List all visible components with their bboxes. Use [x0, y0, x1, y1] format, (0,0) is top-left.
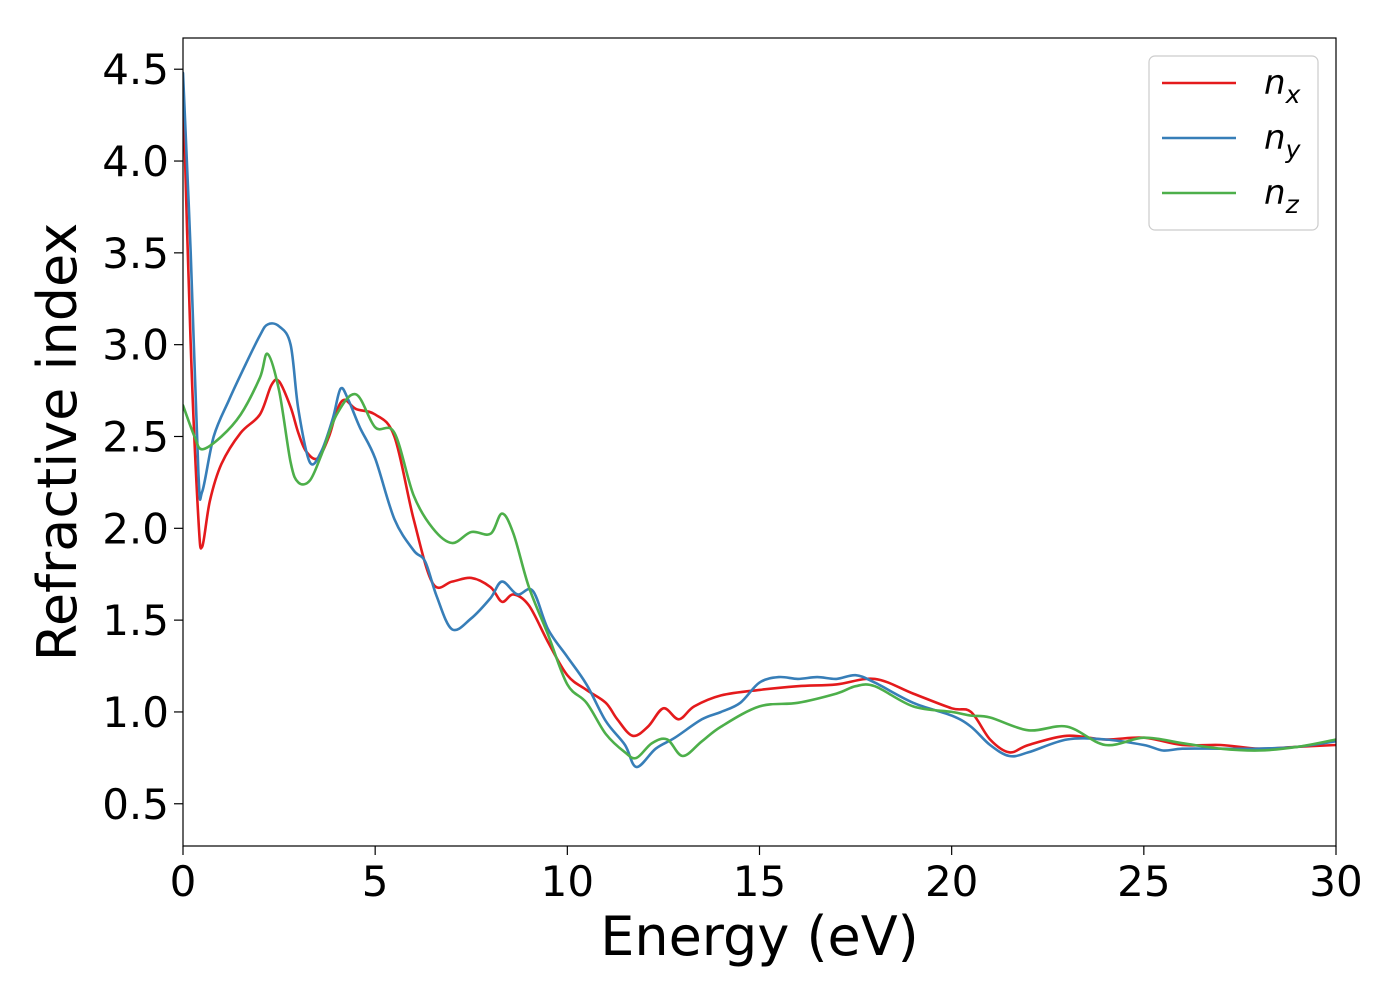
x-tick-label: 15 [733, 857, 786, 906]
legend-label-x: nx [1264, 63, 1301, 109]
y-tick-label: 2.0 [102, 504, 169, 553]
x-axis: 0 5 10 15 20 25 30 [170, 846, 1363, 906]
y-tick-label: 3.0 [102, 321, 169, 370]
x-tick-label: 5 [362, 857, 389, 906]
legend: nx ny nz [1148, 55, 1319, 231]
legend-box [1148, 55, 1319, 231]
plot-area [183, 38, 1336, 846]
y-tick-label: 4.5 [102, 45, 169, 94]
legend-label-z: nz [1264, 173, 1300, 219]
series-line-z [183, 352, 1336, 760]
y-tick-label: 1.0 [102, 688, 169, 737]
x-axis-title: Energy (eV) [600, 905, 919, 968]
x-tick-label: 25 [1117, 857, 1170, 906]
y-tick-label: 3.5 [102, 229, 169, 278]
y-tick-label: 1.5 [102, 596, 169, 645]
series-line-x [183, 86, 1336, 754]
series-layer [183, 71, 1336, 769]
y-axis: 0.5 1.0 1.5 2.0 2.5 3.0 3.5 4.0 4.5 [102, 45, 183, 829]
series-line-y [183, 71, 1336, 769]
x-tick-label: 0 [170, 857, 197, 906]
y-tick-label: 2.5 [102, 412, 169, 461]
y-tick-label: 0.5 [102, 780, 169, 829]
x-tick-label: 30 [1309, 857, 1362, 906]
y-axis-title: Refractive index [26, 223, 89, 662]
legend-label-y: ny [1264, 118, 1302, 164]
y-tick-label: 4.0 [102, 137, 169, 186]
x-tick-label: 20 [925, 857, 978, 906]
x-tick-label: 10 [541, 857, 594, 906]
